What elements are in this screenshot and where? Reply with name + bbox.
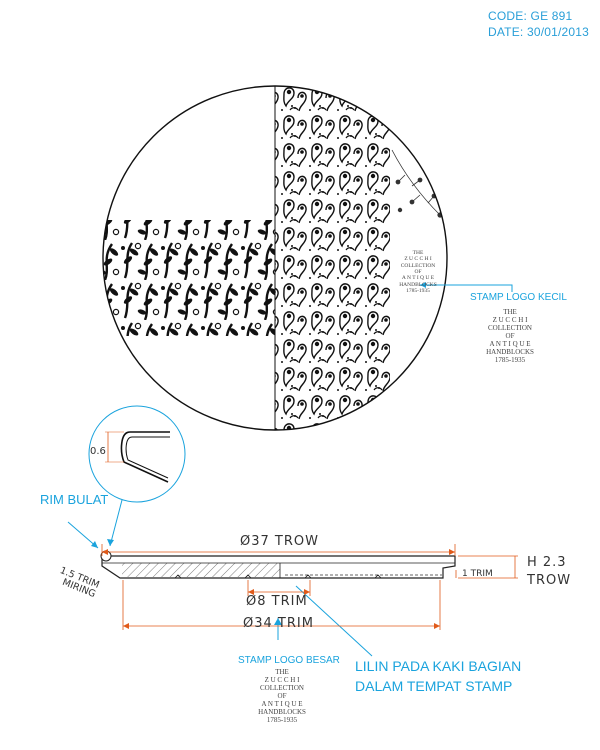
diameter-34-label: Ø34 TRIM: [243, 616, 314, 631]
height-label: H 2.3: [527, 555, 567, 570]
stamp-logo-kecil-label: STAMP LOGO KECIL: [470, 292, 567, 303]
trim-1-label: 1 TRIM: [462, 569, 493, 579]
wax-note-line1: LILIN PADA KAKI BAGIAN: [355, 658, 522, 674]
rim-detail-callout: [88, 405, 186, 503]
plate-side-profile: [100, 550, 456, 579]
paisley-half-pattern: [275, 86, 395, 430]
stamp-logo-kecil: THE Z U C C H I COLLECTION OF A N T I Q …: [486, 308, 534, 365]
stamp-logo-besar-label: STAMP LOGO BESAR: [238, 655, 340, 666]
drawing-date: DATE: 30/01/2013: [488, 25, 590, 39]
wax-note-line2: DALAM TEMPAT STAMP: [355, 678, 513, 694]
vine-band-pattern: [103, 220, 275, 336]
rim-bulat-label: RIM BULAT: [40, 492, 109, 507]
rim-thickness-label: 0.6: [90, 446, 106, 457]
plate-top-view: [102, 85, 448, 431]
dimension-lines: [101, 544, 518, 630]
small-logo-in-plate: THE Z U C C H I COLLECTION OF A N T I Q …: [399, 250, 437, 294]
drawing-code: CODE: GE 891: [488, 9, 573, 23]
stamp-logo-besar: THE Z U C C H I COLLECTION OF A N T I Q …: [258, 668, 306, 725]
diameter-8-label: Ø8 TRIM: [246, 594, 308, 609]
diameter-37-label: Ø37 TROW: [240, 534, 319, 549]
height-unit-label: TROW: [527, 573, 572, 588]
plate-outline: [102, 85, 448, 431]
leader-lines: [67, 284, 513, 657]
